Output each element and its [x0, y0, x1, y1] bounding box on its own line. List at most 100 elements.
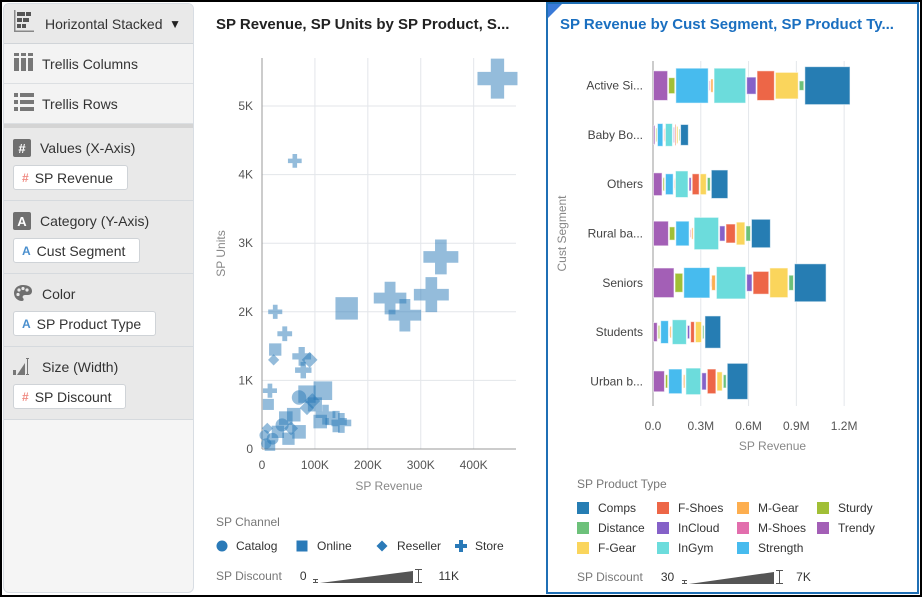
legend-item-reseller[interactable]: Reseller [376, 539, 441, 553]
scatter-chart-panel[interactable]: SP Revenue, SP Units by SP Product, S...… [203, 3, 541, 593]
bar-segment[interactable] [701, 372, 707, 391]
bar-segment[interactable] [710, 78, 714, 93]
bar-segment[interactable] [653, 267, 675, 299]
data-point[interactable] [477, 58, 518, 99]
data-point[interactable] [307, 397, 322, 412]
bar-segment[interactable] [674, 272, 684, 293]
chevron-down-icon[interactable]: ▼ [169, 16, 181, 31]
legend-item[interactable]: M-Shoes [737, 521, 806, 535]
bar-segment[interactable] [669, 325, 672, 339]
data-point[interactable] [268, 354, 280, 366]
bar-segment[interactable] [685, 367, 702, 396]
data-point[interactable] [261, 422, 273, 435]
data-point[interactable] [313, 414, 327, 429]
bar-segment[interactable] [682, 374, 686, 389]
bar-segment[interactable] [735, 221, 746, 246]
stacked-bar-chart-panel[interactable]: SP Revenue by Cust Segment, SP Product T… [546, 2, 919, 594]
data-point[interactable] [268, 304, 283, 319]
bar-segment[interactable] [690, 321, 695, 344]
bar-segment[interactable] [706, 368, 717, 395]
bar-segment[interactable] [674, 170, 689, 199]
stacked-bar-plot[interactable]: 0.0 0.3M 0.6M 0.9M 1.2M SP Revenue Cust Segmen… [548, 4, 917, 464]
bar-segment[interactable] [694, 321, 703, 344]
bar-segment[interactable] [711, 274, 716, 291]
bar-segment[interactable] [715, 266, 747, 300]
trellis-columns-option[interactable]: Trellis Columns [4, 44, 193, 84]
bar-segment[interactable] [676, 125, 679, 144]
bar-segment[interactable] [653, 370, 665, 393]
bar-segment[interactable] [655, 127, 658, 143]
legend-item[interactable]: M-Gear [737, 501, 799, 515]
data-point[interactable] [287, 154, 302, 168]
bar-segment[interactable] [725, 223, 736, 244]
bar-segment[interactable] [653, 70, 669, 101]
bar-segment[interactable] [746, 76, 757, 95]
bar-segment[interactable] [746, 273, 753, 292]
bar-segment[interactable] [693, 216, 720, 251]
bar-segment[interactable] [680, 123, 689, 146]
legend-item[interactable]: Trendy [817, 521, 875, 535]
bar-segment[interactable] [706, 177, 711, 192]
bar-segment[interactable] [719, 225, 726, 242]
data-point[interactable] [262, 398, 274, 410]
bar-segment[interactable] [653, 322, 658, 343]
bar-segment[interactable] [798, 80, 805, 91]
bar-segment[interactable] [793, 263, 827, 303]
legend-item[interactable]: F-Shoes [657, 501, 723, 515]
bar-segment[interactable] [668, 368, 683, 395]
bar-segment[interactable] [774, 71, 799, 100]
data-point[interactable] [373, 281, 407, 315]
bar-segment[interactable] [691, 227, 694, 240]
legend-item[interactable]: InCloud [657, 521, 719, 535]
legend-item-store[interactable]: Store [455, 539, 504, 553]
bar-segment[interactable] [660, 320, 669, 344]
bar-segment[interactable] [653, 124, 656, 145]
sp-discount-pill[interactable]: # SP Discount [13, 384, 127, 409]
bar-segment[interactable] [671, 319, 687, 345]
bar-segment[interactable] [722, 374, 727, 389]
bar-segment[interactable] [788, 274, 794, 291]
data-point[interactable] [259, 430, 270, 441]
data-point[interactable] [295, 361, 312, 379]
data-point[interactable] [282, 432, 295, 445]
data-point[interactable] [331, 413, 352, 433]
data-point[interactable] [292, 347, 312, 366]
bar-segment[interactable] [664, 374, 669, 389]
sp-product-type-pill[interactable]: A SP Product Type [13, 311, 157, 336]
bar-segment[interactable] [675, 67, 709, 104]
data-point[interactable] [301, 351, 318, 368]
bar-segment[interactable] [691, 173, 700, 196]
bar-segment[interactable] [708, 80, 711, 91]
bar-segment[interactable] [710, 169, 729, 199]
bar-segment[interactable] [699, 173, 707, 196]
data-point[interactable] [269, 343, 282, 356]
bar-segment[interactable] [726, 362, 749, 400]
legend-item[interactable]: Distance [577, 521, 645, 535]
data-point[interactable] [292, 425, 306, 439]
bar-segment[interactable] [683, 267, 711, 299]
bar-segment[interactable] [688, 177, 692, 192]
bar-segment[interactable] [664, 173, 674, 196]
bar-segment[interactable] [668, 226, 676, 241]
trellis-rows-option[interactable]: Trellis Rows [4, 84, 193, 124]
legend-item[interactable]: F-Gear [577, 541, 636, 555]
bar-segment[interactable] [657, 324, 661, 340]
data-point[interactable] [335, 297, 358, 320]
data-point[interactable] [277, 326, 293, 342]
bar-segment[interactable] [713, 67, 747, 104]
bar-segment[interactable] [704, 315, 722, 349]
scatter-plot[interactable]: 0 100K 200K 300K 400K 0 1K 2K 3K 4K 5K SP Revenue SP… [203, 3, 541, 503]
legend-item-online[interactable]: Online [296, 539, 352, 553]
data-point[interactable] [413, 277, 449, 313]
bar-segment[interactable] [656, 123, 664, 147]
bar-segment[interactable] [674, 123, 677, 146]
bar-segment[interactable] [702, 324, 705, 340]
visualization-type-selector[interactable]: Horizontal Stacked ▼ [4, 4, 193, 44]
bar-segment[interactable] [653, 220, 669, 247]
bar-segment[interactable] [675, 220, 690, 247]
legend-item[interactable]: Strength [737, 541, 803, 555]
data-point[interactable] [388, 298, 422, 332]
bar-segment[interactable] [668, 77, 676, 95]
bar-segment[interactable] [686, 324, 691, 340]
bar-segment[interactable] [662, 177, 665, 192]
